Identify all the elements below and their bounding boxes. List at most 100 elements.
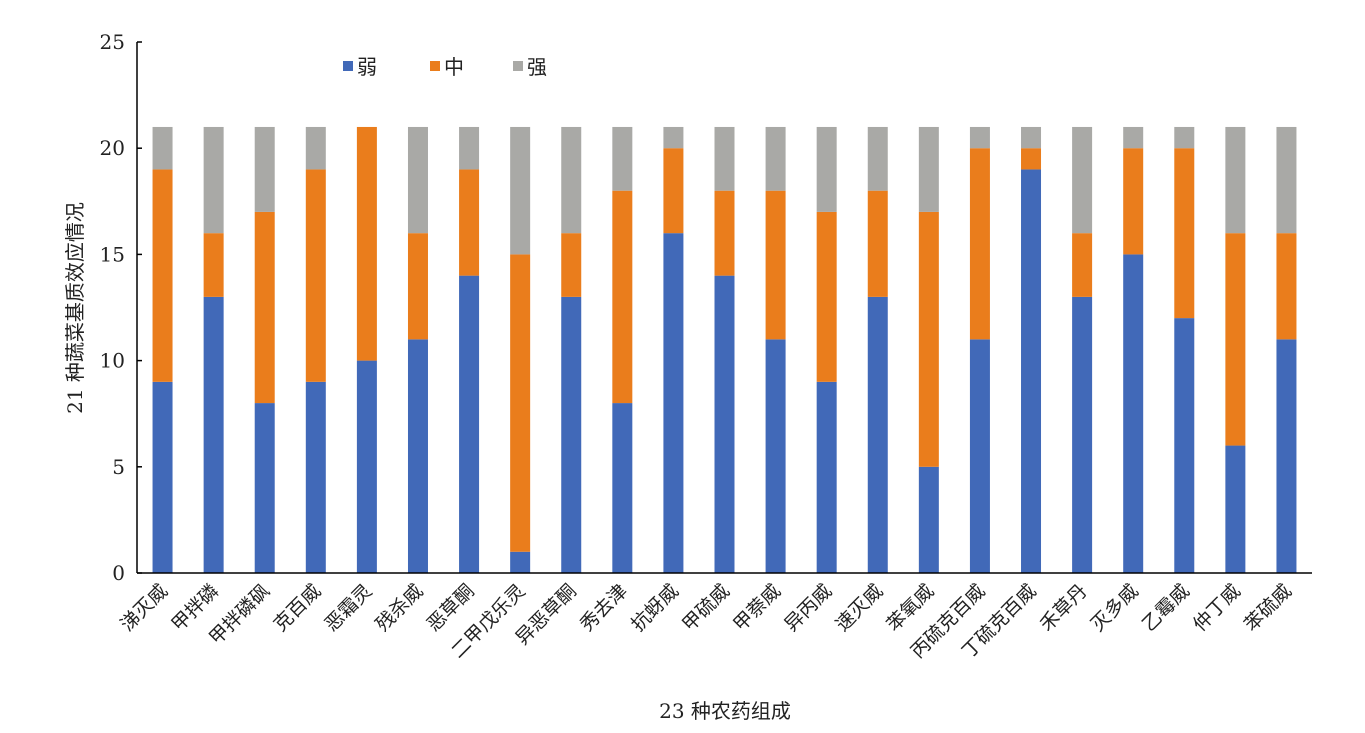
bar-segment-medium <box>1276 233 1297 340</box>
bars-layer <box>152 126 1297 573</box>
x-tick-label: 灭多威 <box>1087 580 1143 636</box>
bar-segment-weak <box>510 551 531 573</box>
y-tick-label: 5 <box>112 455 125 479</box>
bar-segment-strong <box>969 126 990 149</box>
bar-segment-medium <box>1123 148 1144 255</box>
bar-segment-strong <box>816 126 837 212</box>
bar-segment-medium <box>765 190 786 340</box>
bar-segment-strong <box>1123 126 1144 149</box>
bar-segment-strong <box>1021 126 1042 149</box>
x-tick-label: 速灭威 <box>831 580 887 636</box>
x-tick-label: 抗蚜威 <box>627 580 683 636</box>
bar-segment-strong <box>612 126 633 191</box>
bar-segment-weak <box>867 296 888 573</box>
legend-swatch <box>343 61 353 71</box>
bar-segment-weak <box>459 275 480 573</box>
bar-segment-medium <box>1225 233 1246 446</box>
bar-segment-medium <box>1174 148 1195 319</box>
bar-segment-medium <box>867 190 888 297</box>
bar-segment-strong <box>459 126 480 170</box>
bar-segment-medium <box>918 211 939 467</box>
bar-segment-weak <box>612 403 633 573</box>
bar-segment-weak <box>1225 445 1246 573</box>
x-tick-label: 仲丁威 <box>1189 580 1245 636</box>
bar-segment-strong <box>561 126 582 234</box>
bar-segment-strong <box>152 126 173 170</box>
bar-segment-medium <box>356 126 377 361</box>
bar-segment-weak <box>918 466 939 573</box>
x-tick-label: 异丙威 <box>780 580 836 636</box>
bar-segment-weak <box>765 339 786 573</box>
bar-segment-weak <box>305 381 326 573</box>
x-tick-label: 涕灭威 <box>116 580 172 636</box>
bar-segment-medium <box>1021 148 1042 170</box>
bar-segment-medium <box>305 169 326 382</box>
bar-segment-weak <box>1174 318 1195 573</box>
x-tick-label: 甲硫威 <box>678 580 734 636</box>
bar-segment-strong <box>1174 126 1195 149</box>
bar-segment-strong <box>510 126 531 255</box>
bar-segment-weak <box>1123 254 1144 573</box>
bar-segment-strong <box>305 126 326 170</box>
bar-segment-medium <box>459 169 480 276</box>
bar-segment-weak <box>254 403 275 573</box>
bar-segment-medium <box>254 211 275 404</box>
x-tick-label: 苯硫威 <box>1240 580 1296 636</box>
bar-segment-weak <box>714 275 735 573</box>
bar-segment-medium <box>969 148 990 340</box>
y-tick-label: 20 <box>100 136 125 160</box>
legend-swatch <box>430 61 440 71</box>
bar-segment-strong <box>1225 126 1246 234</box>
bar-segment-medium <box>561 233 582 297</box>
bar-segment-medium <box>1072 233 1093 297</box>
bar-segment-weak <box>203 296 224 573</box>
legend: 弱中强 <box>343 55 547 79</box>
legend-label: 强 <box>527 55 547 79</box>
bar-segment-strong <box>663 126 684 149</box>
bar-segment-strong <box>867 126 888 191</box>
legend-label: 弱 <box>357 55 377 79</box>
y-tick-label: 0 <box>112 561 125 585</box>
x-tick-label: 恶霜灵 <box>321 580 377 636</box>
x-tick-label: 乙霉威 <box>1138 580 1194 636</box>
x-tick-label: 禾草丹 <box>1036 580 1092 636</box>
bar-segment-strong <box>765 126 786 191</box>
x-tick-label: 克百威 <box>269 580 325 636</box>
bar-segment-medium <box>203 233 224 297</box>
bar-segment-medium <box>612 190 633 404</box>
bar-segment-weak <box>356 360 377 573</box>
bar-segment-weak <box>1072 296 1093 573</box>
bar-segment-medium <box>714 190 735 276</box>
legend-swatch <box>513 61 523 71</box>
bar-segment-weak <box>969 339 990 573</box>
x-tick-label: 残杀威 <box>372 580 428 636</box>
bar-segment-medium <box>407 233 428 340</box>
legend-label: 中 <box>444 55 464 79</box>
bar-segment-weak <box>152 381 173 573</box>
x-tick-label: 秀去津 <box>576 580 632 636</box>
x-axis-label: 23 种农药组成 <box>659 699 791 723</box>
bar-segment-medium <box>663 148 684 234</box>
bar-segment-weak <box>407 339 428 573</box>
bar-segment-strong <box>203 126 224 234</box>
bar-segment-strong <box>407 126 428 234</box>
bar-segment-strong <box>254 126 275 212</box>
bar-segment-medium <box>816 211 837 382</box>
y-tick-label: 25 <box>100 30 125 54</box>
bar-segment-medium <box>152 169 173 382</box>
bar-segment-strong <box>1276 126 1297 234</box>
y-tick-label: 15 <box>100 242 125 266</box>
y-axis-label: 21 种蔬菜基质效应情况 <box>63 202 87 414</box>
bar-segment-weak <box>561 296 582 573</box>
bar-segment-weak <box>663 233 684 573</box>
bar-segment-strong <box>1072 126 1093 234</box>
bar-segment-strong <box>918 126 939 212</box>
bar-segment-medium <box>510 254 531 552</box>
x-tick-label: 甲萘威 <box>729 580 785 636</box>
bar-segment-weak <box>816 381 837 573</box>
bar-segment-weak <box>1021 169 1042 573</box>
bar-segment-weak <box>1276 339 1297 573</box>
y-tick-label: 10 <box>100 349 125 373</box>
bar-segment-strong <box>714 126 735 191</box>
